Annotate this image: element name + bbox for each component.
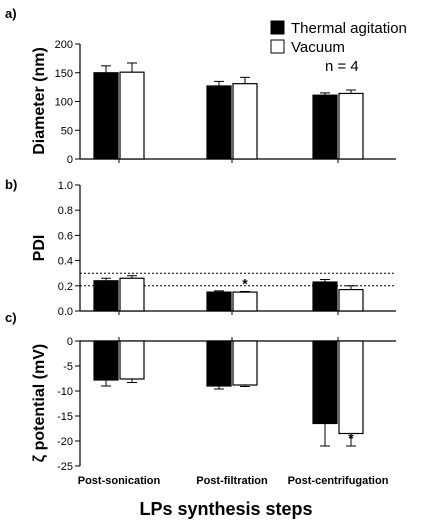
legend-label-vacuum: Vacuum	[291, 39, 345, 56]
bar	[119, 277, 145, 312]
x-axis-title: LPs synthesis steps	[139, 499, 312, 519]
bar	[232, 340, 258, 386]
significance-marker: *	[348, 430, 354, 446]
significance-marker: *	[242, 275, 248, 291]
y-tick-label: 100	[55, 97, 73, 109]
bar	[338, 288, 364, 312]
bar	[119, 340, 145, 380]
y-tick-label: 0.0	[58, 306, 73, 318]
bar	[312, 94, 338, 160]
bar	[206, 85, 232, 160]
y-tick-label: 1.0	[58, 180, 73, 192]
bar	[119, 71, 145, 160]
y-tick-label: 0	[67, 336, 73, 348]
bar	[93, 280, 119, 312]
legend-swatch-thermal	[270, 20, 285, 35]
bar	[232, 83, 258, 160]
bar	[338, 92, 364, 160]
x-tick-label: Post-sonication	[78, 475, 161, 487]
legend: Thermal agitation Vacuum n = 4	[270, 20, 407, 75]
bar	[93, 72, 119, 160]
x-tick-label: Post-filtration	[196, 475, 268, 487]
y-tick-label: 0.6	[58, 230, 73, 242]
bar	[338, 340, 364, 435]
panel-label: b)	[5, 177, 17, 192]
panel-label: a)	[5, 6, 17, 21]
y-tick-label: 50	[61, 125, 73, 137]
n-note: n = 4	[325, 58, 359, 75]
legend-swatch-vacuum	[270, 39, 285, 54]
legend-label-thermal: Thermal agitation	[291, 20, 407, 37]
y-tick-label: 150	[55, 68, 73, 80]
y-axis-title: PDI	[31, 235, 48, 262]
y-tick-label: 0.8	[58, 205, 73, 217]
bar	[206, 291, 232, 312]
x-tick-label: Post-centrifugation	[288, 475, 389, 487]
bar	[232, 291, 258, 312]
y-tick-label: -5	[63, 361, 73, 373]
y-tick-label: 0.2	[58, 281, 73, 293]
panel-c: c) ζ potential (mV) -25 -20 -15 -10 -5 0 *	[5, 310, 396, 473]
bar	[312, 340, 338, 425]
y-tick-label: -15	[57, 411, 73, 423]
panel-label: c)	[5, 310, 17, 325]
bar	[312, 281, 338, 312]
y-tick-label: -20	[57, 436, 73, 448]
y-axis-title: ζ potential (mV)	[31, 344, 48, 462]
bar	[93, 340, 119, 381]
y-tick-label: 0	[67, 154, 73, 166]
y-tick-label: 200	[55, 39, 73, 51]
y-tick-label: -10	[57, 386, 73, 398]
y-tick-label: 0.4	[58, 256, 73, 268]
x-tick-labels: Post-sonication Post-filtration Post-cen…	[78, 475, 389, 487]
y-tick-label: -25	[57, 461, 73, 473]
panel-a: a) Diameter (nm) 0 50 100 150 200	[5, 6, 396, 166]
panel-b: b) PDI 0.0 0.2 0.4 0.6 0.8 1.0 *	[5, 177, 396, 318]
y-axis-title: Diameter (nm)	[31, 47, 48, 155]
bar	[206, 340, 232, 387]
